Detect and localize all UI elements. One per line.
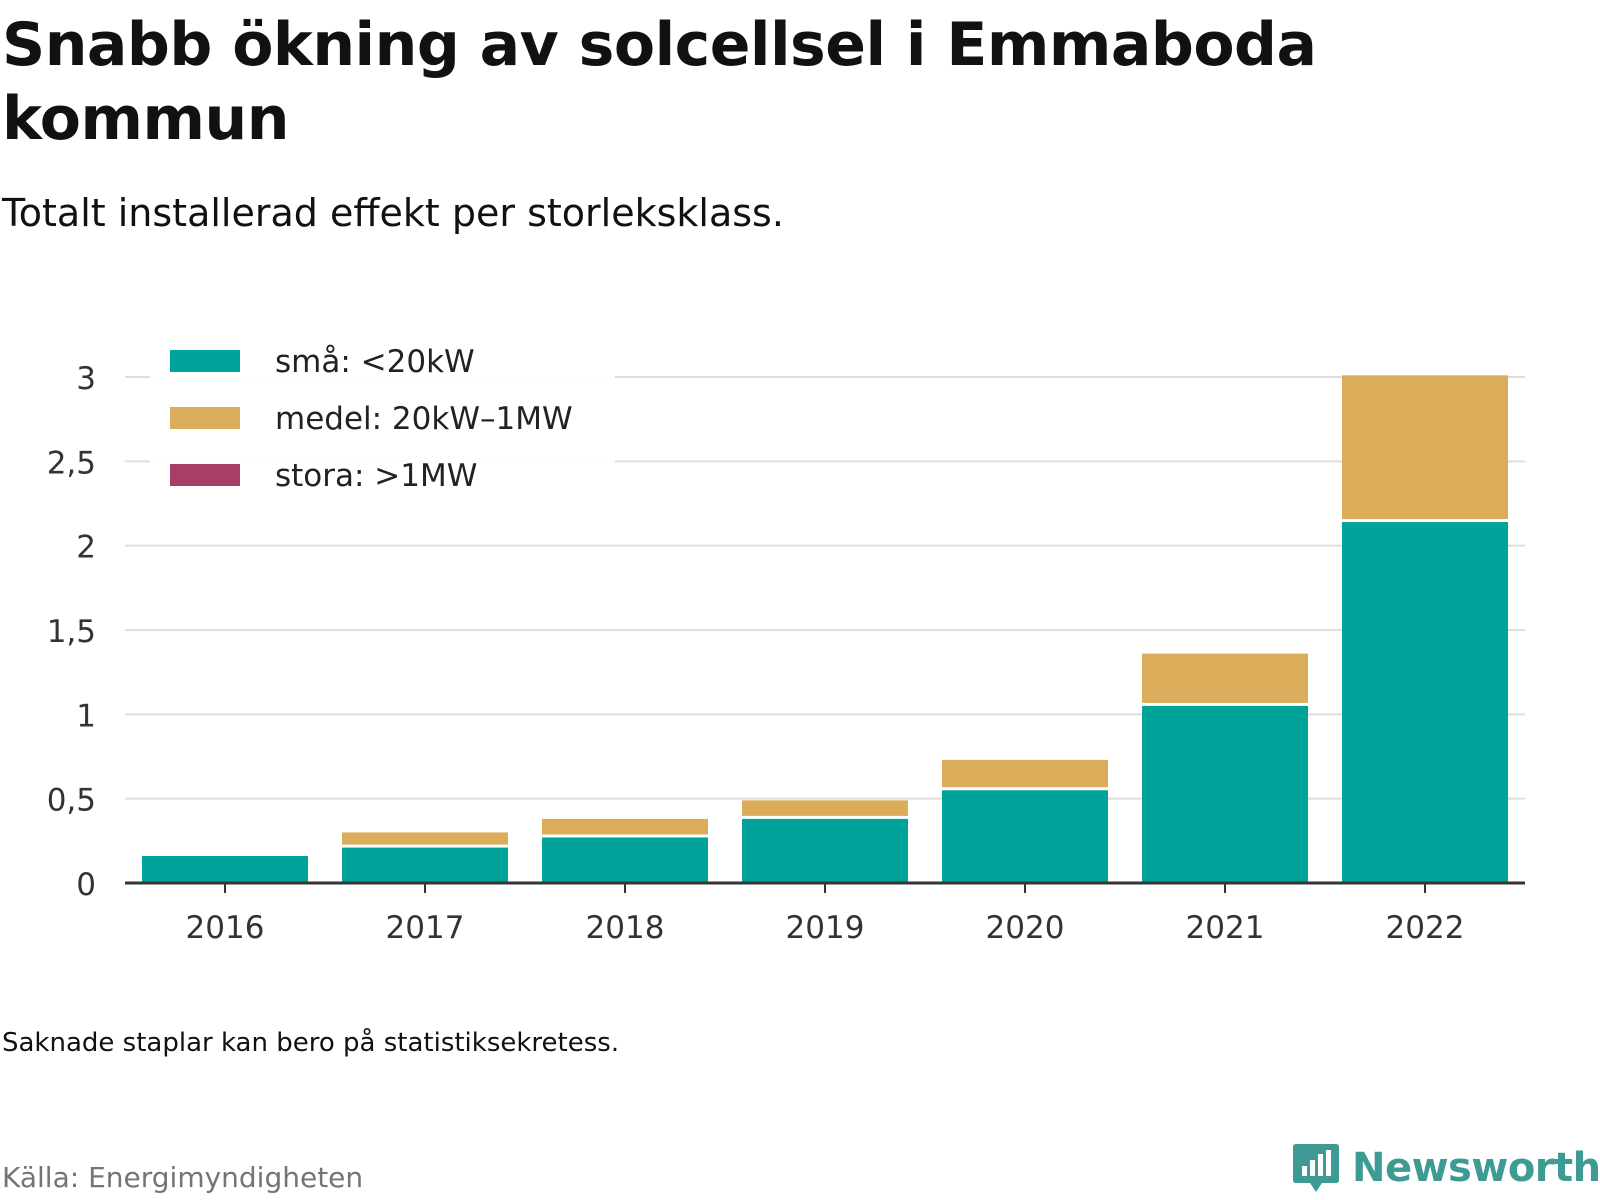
chart-title: Snabb ökning av solcellsel i Emmaboda ko… [2,10,1317,154]
y-tick-label: 0 [76,867,96,903]
x-tick-label: 2021 [1186,910,1265,946]
y-tick-label: 1 [76,698,96,734]
legend-label: stora: >1MW [275,458,477,494]
bar-segment [342,832,508,845]
legend: små: <20kW medel: 20kW–1MW stora: >1MW [150,336,615,494]
y-tick-label: 2,5 [47,445,96,481]
bar-segment [142,856,308,883]
bar-segment [742,800,908,816]
x-tick-label: 2017 [386,910,465,946]
newsworthy-logo-icon [1293,1144,1339,1192]
bar-chart: 0 0,5 1 1,5 2 2,5 3 2016 2017 2018 2019 2020 2021 202… [46,336,1525,946]
x-tick-label: 2018 [586,910,665,946]
y-tick-label: 0,5 [47,783,96,819]
brand-name: Newsworthy [1352,1145,1600,1191]
bar-segment [942,759,1108,788]
legend-label: små: <20kW [275,344,475,380]
bar-segment [342,847,508,883]
axes: 0 0,5 1 1,5 2 2,5 3 2016 2017 2018 2019 2020 2021 202… [47,361,1525,946]
bar-segment [542,818,708,835]
bar-segment [942,790,1108,883]
footnote: Saknade staplar kan bero på statistiksek… [2,1028,620,1058]
bars [142,375,1508,883]
y-tick-label: 3 [76,361,96,397]
bar-segment [1342,375,1508,520]
x-tick-label: 2020 [986,910,1065,946]
x-tick-label: 2016 [186,910,265,946]
x-tick-label: 2019 [786,910,865,946]
bar-segment [542,837,708,883]
y-tick-label: 1,5 [47,614,96,650]
legend-swatch [170,350,240,372]
legend-swatch [170,407,240,429]
bar-segment [1342,522,1508,883]
brand-logo: Newsworthy [1292,1142,1600,1194]
chart-subtitle: Totalt installerad effekt per storlekskl… [2,191,784,235]
y-tick-label: 2 [76,530,96,566]
bar-segment [1142,705,1308,883]
legend-label: medel: 20kW–1MW [275,401,573,437]
bar-segment [1142,653,1308,703]
legend-swatch [170,464,240,486]
source-text: Källa: Energimyndigheten [2,1161,364,1194]
x-tick-label: 2022 [1386,910,1465,946]
bar-segment [742,818,908,883]
